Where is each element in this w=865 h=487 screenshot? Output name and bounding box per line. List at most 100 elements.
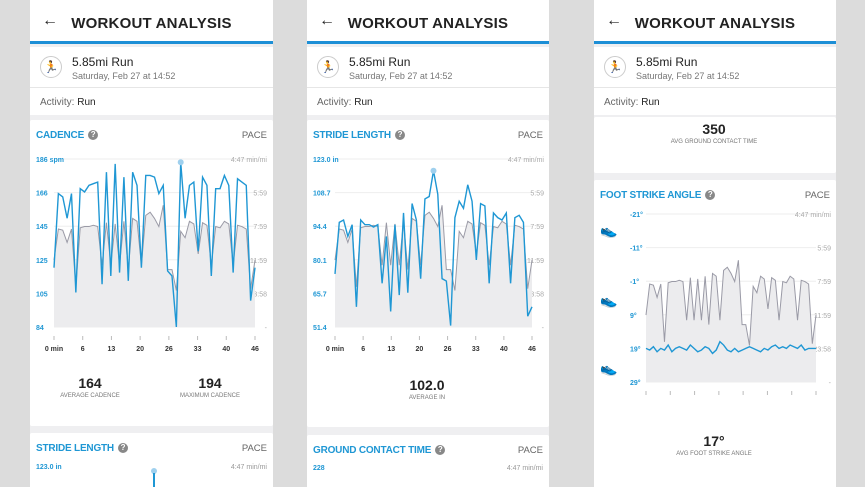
pace-tick-label: 5:59 — [253, 191, 267, 198]
pace-tick-label: 7:59 — [253, 224, 267, 231]
x-tick-label: 6 — [81, 346, 85, 353]
arrow-left-icon[interactable]: ← — [606, 12, 622, 29]
activity-row[interactable]: Activity: Run — [30, 87, 273, 117]
max-cadence-label: MAXIMUM CADENCE — [179, 393, 240, 399]
help-icon[interactable]: ? — [705, 190, 716, 200]
midfoot-strike-shoe-icon: 👟 — [600, 292, 618, 308]
activity-row[interactable]: Activity: Run — [594, 87, 836, 117]
activity-row[interactable]: Activity: Run — [307, 87, 549, 117]
x-tick-label: 26 — [165, 346, 173, 353]
app-header: ← WORKOUT ANALYSIS — [594, 0, 836, 44]
y-tick-label: -1° — [630, 278, 639, 286]
pace-tick-label: 7:59 — [530, 224, 544, 231]
stride-peak-line — [153, 473, 155, 487]
pace-line — [53, 205, 256, 291]
stride-title: STRIDE LENGTH — [313, 130, 391, 141]
arrow-left-icon[interactable]: ← — [42, 12, 58, 29]
stride-length-chart[interactable]: 123.0 in 4:47 min/mi 108.7 5:59 94.4 7:59 80.1… — [307, 147, 549, 357]
y-tick-label: 166 — [36, 191, 48, 198]
y-tick-label: 9° — [630, 312, 637, 320]
ground-contact-summary-card: 350 AVG GROUND CONTACT TIME — [594, 117, 836, 173]
help-icon[interactable]: ? — [394, 130, 405, 140]
pace-line — [334, 205, 533, 291]
stride-title: STRIDE LENGTH — [36, 443, 114, 454]
foot-strike-chart[interactable]: -21° 4:47 min/mi -11° 5:59 -1° 7:59 9° 11:59 19°… — [594, 202, 836, 412]
stride-length-card: STRIDE LENGTH? PACE 123.0 in 4:47 min/mi — [30, 433, 273, 487]
y-tick-label: 125 — [36, 258, 48, 265]
help-icon[interactable]: ? — [117, 443, 128, 453]
avg-stride-label: AVERAGE IN — [408, 395, 446, 401]
page-title: WORKOUT ANALYSIS — [71, 15, 232, 32]
pace-tick-label: - — [829, 380, 832, 387]
phone-screen-cadence: ← WORKOUT ANALYSIS 🏃 5.85mi Run Saturday… — [30, 0, 273, 487]
pace-label: PACE — [241, 443, 267, 454]
x-tick-label: 0 min — [326, 346, 344, 353]
heel-strike-shoe-icon: 👟 — [600, 360, 618, 376]
workout-name: 5.85mi Run — [349, 55, 411, 69]
activity-value: Run — [77, 97, 96, 108]
workout-info: 🏃 5.85mi Run Saturday, Feb 27 at 14:52 A… — [307, 47, 549, 115]
cadence-card: CADENCE? PACE 186 spm 4:47 min/mi 166 5:59 1… — [30, 120, 273, 426]
help-icon[interactable]: ? — [88, 130, 99, 140]
pace-tick-label: 5:59 — [817, 246, 831, 253]
cadence-title: CADENCE — [36, 130, 85, 141]
foot-strike-title: FOOT STRIKE ANGLE — [600, 190, 702, 201]
metric-line — [53, 162, 256, 328]
toe-strike-shoe-icon: 👟 — [600, 222, 618, 238]
pace-area — [646, 260, 816, 382]
x-tick-label: 26 — [444, 346, 452, 353]
pace-tick-label: 5:59 — [530, 191, 544, 198]
x-tick-label: 33 — [194, 346, 202, 353]
stride-top-tick: 123.0 in — [36, 464, 62, 471]
metric-line — [645, 340, 816, 355]
avg-cadence-value: 164 — [78, 375, 102, 391]
avg-stride-value: 102.0 — [409, 377, 445, 393]
phone-screen-stride: ← WORKOUT ANALYSIS 🏃 5.85mi Run Saturday… — [307, 0, 549, 487]
x-tick-label: 13 — [387, 346, 395, 353]
page-title: WORKOUT ANALYSIS — [347, 15, 509, 32]
phone-screen-foot-strike: ← WORKOUT ANALYSIS 🏃 5.85mi Run Saturday… — [594, 0, 836, 487]
pace-tick-label: 7:59 — [817, 279, 831, 286]
pace-tick-label: 11:59 — [527, 258, 544, 265]
pace-tick-label: 11:59 — [250, 258, 267, 265]
workout-date: Saturday, Feb 27 at 14:52 — [636, 71, 740, 81]
x-tick-label: 13 — [108, 346, 116, 353]
y-tick-label: 108.7 — [313, 191, 331, 198]
pace-top-tick: 4:47 min/mi — [230, 464, 267, 471]
avg-foot-strike-value: 17° — [703, 433, 725, 449]
app-header: ← WORKOUT ANALYSIS — [30, 0, 273, 44]
y-tick-label: 186 spm — [36, 157, 64, 164]
workout-date: Saturday, Feb 27 at 14:52 — [72, 71, 176, 81]
y-tick-label: 29° — [630, 379, 641, 387]
activity-value: Run — [354, 97, 373, 108]
avg-gct-value: 350 — [702, 121, 726, 137]
x-tick-label: 20 — [136, 346, 144, 353]
activity-label: Activity: — [40, 97, 75, 108]
x-tick-label: 0 min — [45, 346, 63, 353]
pace-area — [335, 205, 532, 327]
stride-length-card: STRIDE LENGTH? PACE 123.0 in 4:47 min/mi 1… — [307, 120, 549, 427]
y-tick-label: 84 — [36, 325, 44, 332]
x-tick-label: 6 — [361, 346, 365, 353]
avg-gct-label: AVG GROUND CONTACT TIME — [670, 139, 758, 145]
y-tick-label: -11° — [630, 245, 643, 253]
max-cadence-stat: 194 MAXIMUM CADENCE — [170, 375, 250, 399]
pace-tick-label: 4:47 min/mi — [231, 157, 268, 164]
foot-strike-card: FOOT STRIKE ANGLE? PACE 👟 👟 👟 -21° 4:47 m… — [594, 180, 836, 487]
ground-contact-time-card: GROUND CONTACT TIME? PACE 228 4:47 min/m… — [307, 435, 549, 487]
pace-label: PACE — [517, 130, 543, 141]
activity-label: Activity: — [604, 97, 639, 108]
pace-line — [645, 260, 817, 346]
cadence-chart[interactable]: 186 spm 4:47 min/mi 166 5:59 145 7:59 125 11:59… — [30, 147, 273, 357]
pace-tick-label: 11:59 — [814, 313, 831, 320]
x-tick-label: 46 — [528, 346, 536, 353]
avg-foot-strike-stat: 17° AVG FOOT STRIKE ANGLE — [654, 433, 774, 457]
x-tick-label: 40 — [500, 346, 508, 353]
avg-cadence-stat: 164 AVERAGE CADENCE — [50, 375, 130, 399]
y-tick-label: 51.4 — [313, 325, 327, 332]
help-icon[interactable]: ? — [435, 445, 446, 455]
pace-tick-label: - — [542, 325, 545, 332]
y-tick-label: -21° — [630, 211, 643, 219]
runner-icon: 🏃 — [317, 56, 339, 78]
arrow-left-icon[interactable]: ← — [319, 12, 335, 29]
